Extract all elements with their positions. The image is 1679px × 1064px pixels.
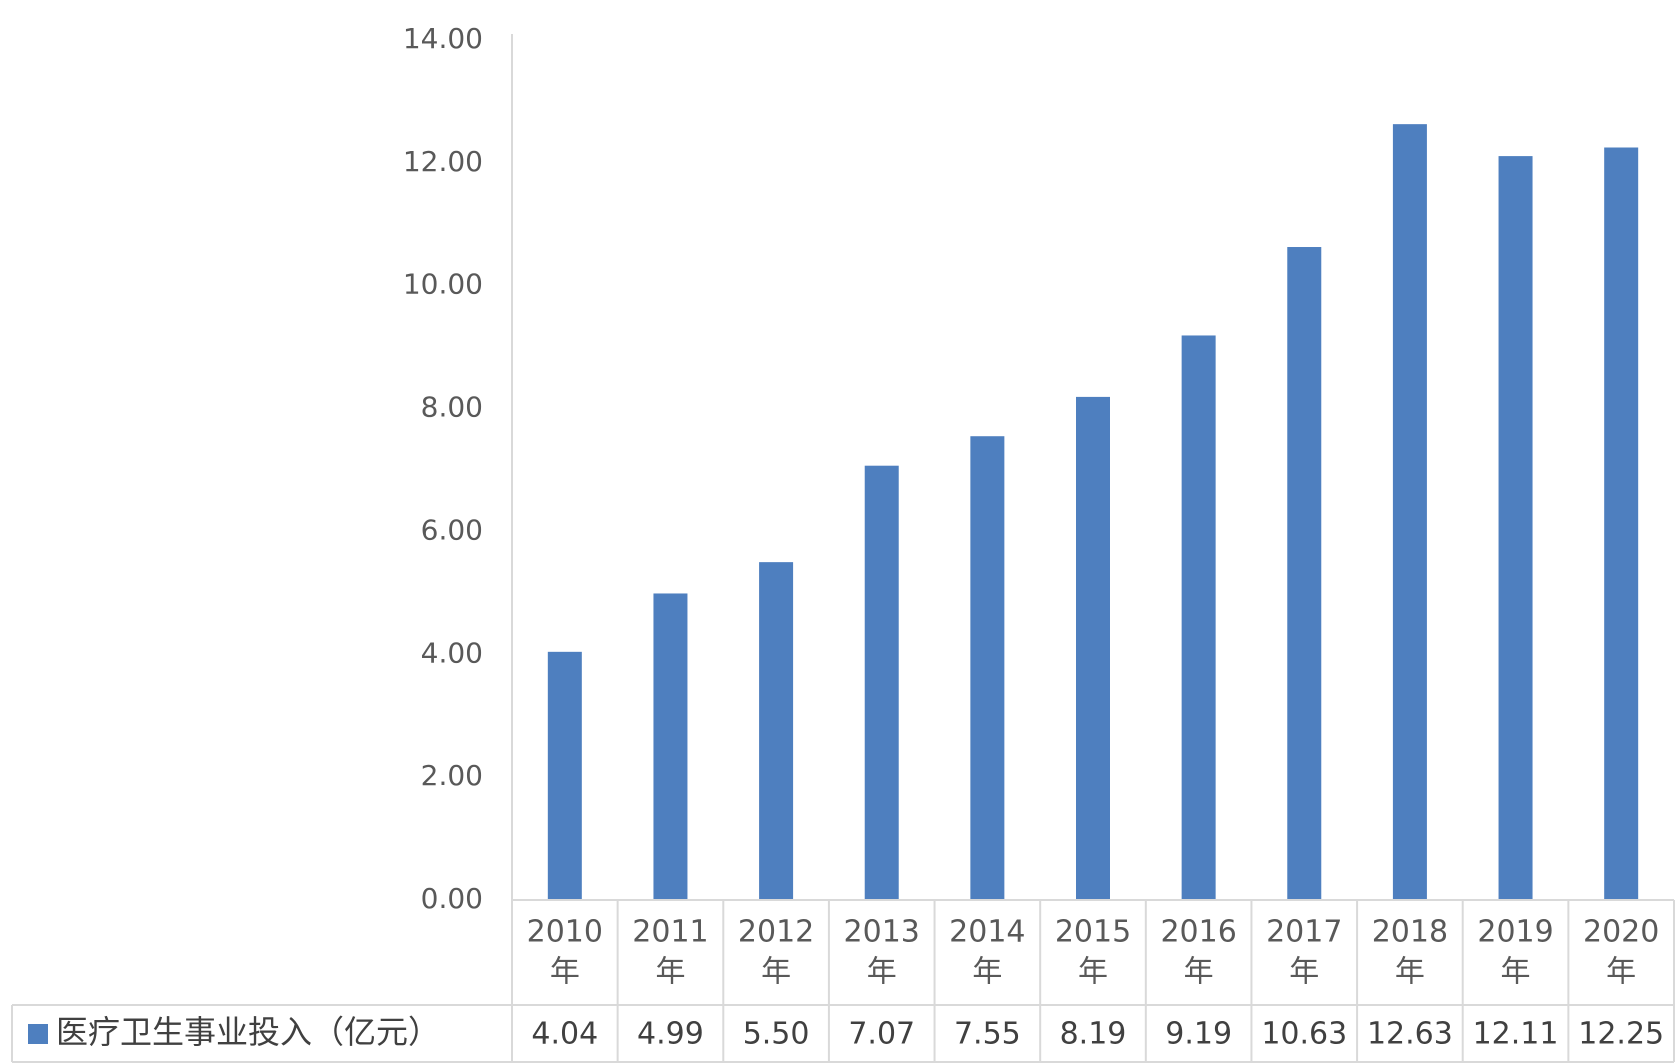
y-tick-label: 4.00 bbox=[421, 636, 483, 669]
bar-2016年 bbox=[1181, 335, 1216, 900]
bar-2020年 bbox=[1604, 147, 1639, 900]
y-tick-label: 8.00 bbox=[421, 391, 483, 424]
bar-2019年 bbox=[1498, 156, 1533, 901]
data-value-label: 9.19 bbox=[1165, 1017, 1232, 1052]
y-tick-label: 14.00 bbox=[403, 22, 483, 55]
x-tick-label-unit: 年 bbox=[1184, 955, 1214, 990]
x-tick-label-unit: 年 bbox=[761, 955, 791, 990]
data-value-label: 7.55 bbox=[954, 1017, 1021, 1052]
bar-2012年 bbox=[759, 562, 794, 900]
data-value-label: 10.63 bbox=[1261, 1017, 1347, 1052]
bar-2018年 bbox=[1392, 124, 1427, 900]
legend-series-name: 医疗卫生事业投入（亿元） bbox=[56, 1013, 440, 1051]
x-tick-label-unit: 年 bbox=[867, 955, 897, 990]
data-value-label: 4.04 bbox=[531, 1017, 598, 1052]
x-tick-label-year: 2013 bbox=[844, 915, 920, 950]
x-tick-label-year: 2015 bbox=[1055, 915, 1131, 950]
data-value-label: 5.50 bbox=[743, 1017, 810, 1052]
y-tick-label: 2.00 bbox=[421, 759, 483, 792]
data-value-label: 4.99 bbox=[637, 1017, 704, 1052]
bar-2015年 bbox=[1076, 396, 1110, 900]
y-tick-label: 6.00 bbox=[421, 513, 483, 546]
x-tick-label-unit: 年 bbox=[655, 955, 685, 990]
y-tick-label: 0.00 bbox=[421, 882, 483, 915]
data-value-label: 12.11 bbox=[1473, 1017, 1559, 1052]
data-value-label: 8.19 bbox=[1060, 1017, 1127, 1052]
y-tick-label: 12.00 bbox=[403, 145, 483, 178]
x-tick-label-year: 2011 bbox=[632, 915, 708, 950]
bars bbox=[547, 124, 1639, 901]
y-tick-label: 10.00 bbox=[403, 268, 483, 301]
bar-2011年 bbox=[653, 593, 688, 900]
data-value-label: 12.25 bbox=[1578, 1017, 1664, 1052]
bar-2017年 bbox=[1287, 247, 1322, 900]
x-tick-label-year: 2017 bbox=[1266, 915, 1342, 950]
x-tick-label-unit: 年 bbox=[972, 955, 1002, 990]
bar-2010年 bbox=[547, 651, 582, 900]
x-tick-label-unit: 年 bbox=[550, 955, 580, 990]
x-tick-label-unit: 年 bbox=[1606, 955, 1636, 990]
x-tick-label-year: 2014 bbox=[949, 915, 1025, 950]
x-tick-label-unit: 年 bbox=[1395, 955, 1425, 990]
data-value-label: 7.07 bbox=[848, 1017, 915, 1052]
data-value-label: 12.63 bbox=[1367, 1017, 1453, 1052]
x-tick-label-year: 2012 bbox=[738, 915, 814, 950]
x-tick-label-unit: 年 bbox=[1501, 955, 1531, 990]
legend: 医疗卫生事业投入（亿元） bbox=[28, 1013, 440, 1051]
x-tick-label-year: 2016 bbox=[1160, 915, 1236, 950]
bar-2014年 bbox=[970, 436, 1005, 900]
data-table: 2010 年 4.04 2011 年 4.99 2012 年 5.50 2013 年 7.07 2014… bbox=[11, 899, 1675, 1063]
x-tick-label-unit: 年 bbox=[1078, 955, 1108, 990]
x-tick-label-year: 2020 bbox=[1583, 915, 1659, 950]
x-tick-label-year: 2018 bbox=[1372, 915, 1448, 950]
x-tick-label-year: 2010 bbox=[527, 915, 603, 950]
x-tick-label-unit: 年 bbox=[1289, 955, 1319, 990]
bar-2013年 bbox=[864, 465, 899, 900]
x-tick-label-year: 2019 bbox=[1477, 915, 1553, 950]
legend-swatch bbox=[28, 1024, 48, 1044]
y-axis: 0.00 2.00 4.00 6.00 8.00 10.00 12.00 14.00 bbox=[403, 22, 513, 1062]
